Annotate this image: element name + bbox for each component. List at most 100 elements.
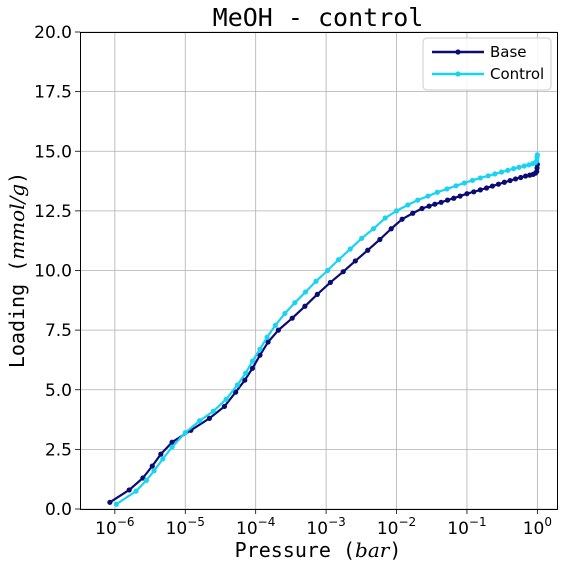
data-point — [327, 279, 333, 286]
data-point — [501, 179, 507, 185]
data-point — [451, 195, 457, 201]
data-point — [257, 352, 263, 358]
series-layer — [107, 152, 540, 507]
x-tick-label: 10−2 — [377, 515, 416, 539]
x-axis-label-prefix: Pressure ( — [235, 538, 355, 562]
x-tick-label: 10−1 — [447, 515, 486, 539]
data-point — [505, 167, 511, 173]
data-point — [410, 210, 416, 216]
y-tick-label: 0.0 — [45, 500, 72, 520]
y-tick-label: 20.0 — [34, 23, 72, 43]
data-point — [233, 389, 239, 395]
y-axis-label-prefix: Loading ( — [5, 260, 29, 368]
axis-ticks: 10−6 10−5 10−4 10−3 10−2 10−1 1000.02.55.07.51… — [34, 23, 552, 539]
data-point — [302, 303, 308, 309]
data-point — [169, 439, 175, 445]
data-point — [113, 501, 119, 507]
data-point — [133, 488, 139, 494]
data-point — [160, 456, 166, 462]
x-axis-label-suffix: ) — [389, 538, 401, 562]
data-point — [444, 197, 451, 203]
data-point — [471, 189, 477, 195]
x-tick-exponent: −5 — [187, 515, 205, 529]
data-point — [275, 327, 281, 333]
data-point — [512, 176, 519, 182]
y-axis-label: Loading (mmol/g) — [5, 172, 29, 368]
data-point — [434, 189, 440, 195]
data-point — [492, 171, 498, 177]
data-point — [518, 174, 524, 181]
grid-lines — [80, 31, 557, 510]
data-point — [477, 187, 483, 193]
data-point — [453, 183, 459, 189]
x-tick-exponent: 0 — [544, 515, 552, 529]
series-base — [107, 161, 540, 505]
legend-base-marker — [455, 49, 461, 55]
data-point — [151, 468, 157, 474]
data-point — [242, 377, 248, 383]
chart-title: MeOH - control — [213, 3, 424, 32]
y-tick-label: 7.5 — [45, 321, 72, 341]
data-point — [347, 246, 353, 252]
data-point — [425, 193, 431, 199]
data-point — [370, 226, 377, 232]
x-tick-base: 10 — [447, 519, 469, 539]
data-point — [292, 300, 298, 306]
x-axis-label-unit: bar — [355, 538, 391, 562]
data-point — [498, 169, 505, 175]
data-point — [485, 173, 491, 179]
data-point — [325, 267, 331, 274]
data-point — [438, 199, 444, 205]
x-tick-base: 10 — [236, 519, 258, 539]
legend-control-marker — [455, 71, 461, 77]
data-point — [522, 173, 529, 179]
data-point — [340, 269, 346, 275]
data-point — [507, 177, 513, 184]
data-point — [415, 197, 421, 203]
x-tick-label: 100 — [523, 515, 552, 539]
data-point — [234, 382, 241, 388]
data-point — [149, 463, 155, 469]
data-point — [444, 186, 450, 192]
x-axis-label: Pressure (bar) — [235, 538, 402, 562]
data-point — [282, 310, 288, 317]
data-point — [405, 202, 411, 208]
x-tick-label: 10−3 — [306, 515, 345, 539]
data-point — [359, 235, 365, 241]
data-point — [516, 164, 522, 170]
series-control — [113, 152, 540, 507]
data-point — [223, 396, 229, 402]
data-point — [335, 257, 342, 263]
data-point — [461, 180, 467, 186]
data-point — [302, 289, 309, 295]
data-point — [249, 365, 256, 371]
data-point — [210, 408, 216, 414]
data-point — [419, 205, 425, 212]
x-tick-exponent: −3 — [328, 515, 346, 529]
data-point — [388, 226, 394, 232]
data-point — [377, 236, 383, 243]
y-tick-label: 17.5 — [34, 83, 72, 103]
data-point — [257, 346, 263, 352]
x-tick-label: 10−5 — [166, 515, 205, 539]
data-point — [314, 291, 320, 297]
data-point — [143, 477, 149, 483]
data-point — [511, 166, 517, 172]
data-point — [469, 177, 476, 183]
data-point — [426, 203, 432, 209]
data-point — [432, 201, 438, 207]
data-point — [477, 175, 483, 181]
data-point — [365, 247, 371, 253]
y-tick-label: 10.0 — [34, 262, 72, 282]
y-tick-label: 2.5 — [45, 440, 72, 460]
data-point — [264, 334, 270, 340]
data-point — [221, 403, 228, 410]
data-point — [265, 339, 271, 345]
data-point — [483, 185, 490, 191]
data-point — [313, 278, 319, 284]
data-point — [457, 193, 463, 199]
x-tick-base: 10 — [95, 519, 117, 539]
data-point — [272, 322, 278, 328]
series-line — [109, 164, 539, 504]
